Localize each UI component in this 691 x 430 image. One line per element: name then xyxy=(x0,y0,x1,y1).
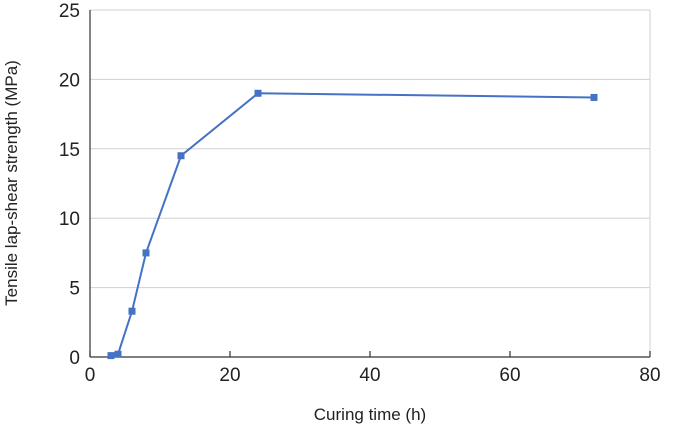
data-point-marker xyxy=(590,93,598,101)
data-point-marker xyxy=(254,89,262,97)
y-axis-title: Tensile lap-shear strength (MPa) xyxy=(2,60,21,306)
data-point-marker xyxy=(128,307,136,315)
axes xyxy=(89,10,651,358)
data-point-marker xyxy=(107,352,115,360)
x-axis-title: Curing time (h) xyxy=(314,405,426,424)
data-point-marker xyxy=(142,249,150,257)
x-tick-label: 0 xyxy=(85,365,96,386)
tick-labels: 0 5 10 15 20 25 0 20 40 60 80 xyxy=(59,1,661,386)
y-tick-label: 25 xyxy=(59,1,80,22)
x-tick-label: 40 xyxy=(359,365,380,386)
y-tick-label: 15 xyxy=(59,140,80,161)
data-point-marker xyxy=(114,350,122,358)
y-tick-label: 0 xyxy=(69,348,80,369)
x-tick-label: 60 xyxy=(499,365,520,386)
y-tick-label: 20 xyxy=(59,70,80,91)
series-line xyxy=(110,92,595,357)
y-tick-label: 10 xyxy=(59,209,80,230)
x-tick-label: 80 xyxy=(639,365,660,386)
data-point-marker xyxy=(177,152,185,160)
x-tick-label: 20 xyxy=(219,365,240,386)
series xyxy=(107,89,598,360)
y-tick-label: 5 xyxy=(69,279,80,300)
grid xyxy=(90,9,650,289)
